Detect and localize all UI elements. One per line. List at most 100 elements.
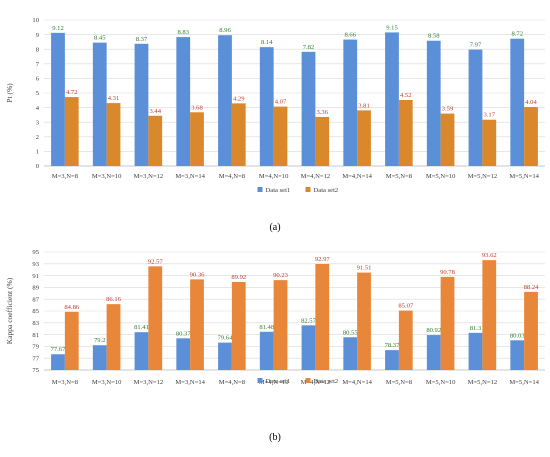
legend-swatch (257, 378, 263, 383)
x-tick-label: M=4,N=12 (301, 173, 331, 180)
data-label: 4.29 (233, 95, 245, 102)
x-tick-label: M=5,N=10 (426, 173, 456, 180)
legend-swatch (305, 378, 311, 383)
data-label: 8.14 (261, 39, 273, 46)
bar-data-set1 (218, 342, 232, 370)
bar-data-set1 (218, 35, 232, 167)
y-axis-title: Kappa coefficient (%) (5, 277, 14, 344)
data-label: 80.03 (510, 332, 526, 339)
bar-data-set2 (524, 107, 538, 166)
data-label: 90.36 (190, 271, 206, 278)
x-tick-label: M=3,N=8 (52, 379, 79, 386)
y-tick-label: 87 (32, 296, 39, 303)
data-label: 3.36 (316, 109, 328, 116)
bar-data-set1 (468, 332, 483, 370)
data-label: 8.72 (511, 31, 523, 38)
y-tick-label: 93 (32, 261, 39, 268)
data-label: 4.52 (400, 92, 412, 99)
data-label: 91.51 (357, 265, 372, 272)
bar-data-set2 (273, 280, 288, 370)
data-label: 8.66 (344, 32, 356, 39)
x-tick-label: M=3,N=12 (134, 173, 164, 180)
bar-data-set1 (343, 337, 358, 370)
data-label: 8.96 (219, 27, 231, 34)
bar-data-set2 (524, 291, 538, 370)
x-tick-label: M=3,N=10 (92, 379, 122, 386)
data-label: 80.55 (343, 329, 359, 336)
x-tick-label: M=5,N=8 (386, 379, 413, 386)
y-tick-label: 10 (32, 17, 39, 24)
data-label: 79.2 (94, 337, 106, 344)
x-tick-label: M=5,N=8 (386, 173, 413, 180)
y-tick-label: 4 (36, 105, 40, 112)
bar-data-set2 (106, 304, 121, 370)
bar-data-set2 (64, 311, 79, 370)
bar-data-set2 (231, 281, 246, 370)
panel-label: (b) (269, 432, 281, 443)
bar-data-set2 (482, 260, 497, 370)
bar-data-set2 (315, 116, 330, 166)
bar-data-set1 (301, 325, 316, 370)
legend: Data set1 Data set2 (257, 187, 338, 194)
y-tick-label: 7 (36, 61, 40, 68)
x-tick-label: M=4,N=8 (219, 173, 246, 180)
data-label: 77.67 (51, 346, 67, 353)
data-label: 3.81 (358, 102, 370, 109)
bar-data-set1 (92, 345, 107, 370)
data-label: 7.82 (303, 44, 315, 51)
data-label: 92.97 (315, 256, 331, 263)
legend-label: Data set1 (266, 187, 291, 194)
bar-data-set1 (426, 335, 441, 370)
data-label: 3.59 (442, 106, 454, 113)
data-label: 8.37 (136, 36, 148, 43)
y-tick-label: 77 (32, 355, 39, 362)
bar-data-set1 (301, 51, 316, 166)
legend-swatch (257, 187, 263, 192)
y-tick-label: 95 (32, 249, 39, 256)
bar-data-set2 (190, 112, 204, 166)
y-tick-label: 8 (36, 46, 40, 53)
x-tick-label: M=5,N=12 (468, 173, 498, 180)
bar-data-set2 (398, 310, 413, 370)
data-label: 82.57 (301, 317, 317, 324)
data-label: 80.92 (426, 327, 441, 334)
data-label: 9.15 (386, 24, 398, 31)
y-tick-label: 83 (32, 320, 39, 327)
y-tick-label: 91 (32, 273, 39, 280)
x-tick-label: M=3,N=8 (52, 173, 79, 180)
data-label: 81.3 (470, 325, 482, 332)
x-tick-label: M=3,N=14 (175, 173, 205, 180)
data-label: 85.07 (398, 303, 414, 310)
x-tick-label: M=4,N=14 (342, 379, 372, 386)
bar-data-set2 (148, 266, 163, 370)
y-tick-label: 6 (36, 76, 40, 83)
x-tick-label: M=5,N=14 (509, 379, 539, 386)
bar-data-set2 (273, 106, 288, 166)
data-label: 92.57 (148, 258, 164, 265)
y-tick-label: 0 (36, 163, 40, 170)
legend: Data set1 Data set2 (257, 378, 339, 385)
y-tick-label: 79 (32, 344, 39, 351)
bar-data-set1 (259, 331, 274, 370)
bar-data-set2 (148, 115, 163, 166)
y-axis-title: Pt (%) (5, 83, 14, 103)
bar-data-set1 (51, 354, 65, 370)
bar-data-set2 (190, 279, 204, 370)
data-label: 90.78 (440, 269, 456, 276)
bar-data-set1 (385, 350, 399, 370)
legend-label: Data set2 (314, 378, 339, 385)
bar-data-set2 (398, 100, 413, 166)
bar-data-set2 (315, 263, 330, 370)
data-label: 4.07 (275, 99, 287, 106)
bar-data-set2 (106, 103, 121, 166)
bar-data-set1 (385, 32, 399, 166)
y-tick-label: 1 (36, 149, 39, 156)
legend-swatch (305, 187, 311, 192)
chart-panel-a: 0 1 2 3 4 5 6 7 8 9 10 Pt (%) M=3,N=8 9.12 4.72 M=3,N=1… (5, 17, 545, 233)
data-label: 9.12 (52, 25, 64, 32)
y-tick-label: 81 (32, 332, 39, 339)
bar-data-set2 (64, 97, 79, 166)
x-tick-label: M=5,N=10 (426, 379, 456, 386)
y-tick-label: 75 (32, 367, 39, 374)
